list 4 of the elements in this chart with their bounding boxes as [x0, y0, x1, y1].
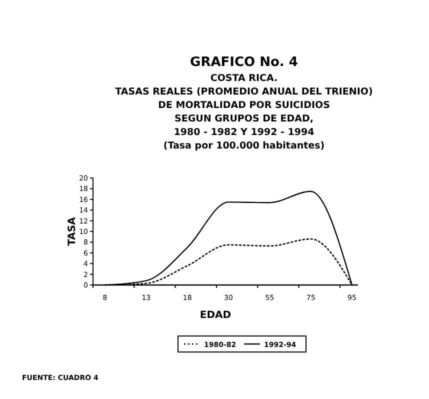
chart-subtitle: COSTA RICA. TASAS REALES (PROMEDIO ANUAL DEL TRIENIO) DE MORTALIDAD POR SUICIDIOS SEGUN GRUPOS DE EDAD, 1980 - 1982 Y 1992 - 1994 (Tasa por 100.000 habitantes) [115, 73, 373, 152]
y-axis-title: TASA [67, 216, 78, 246]
x-axis-title: EDAD [200, 310, 232, 321]
chart-title: GRAFICO No. 4 [190, 55, 298, 70]
